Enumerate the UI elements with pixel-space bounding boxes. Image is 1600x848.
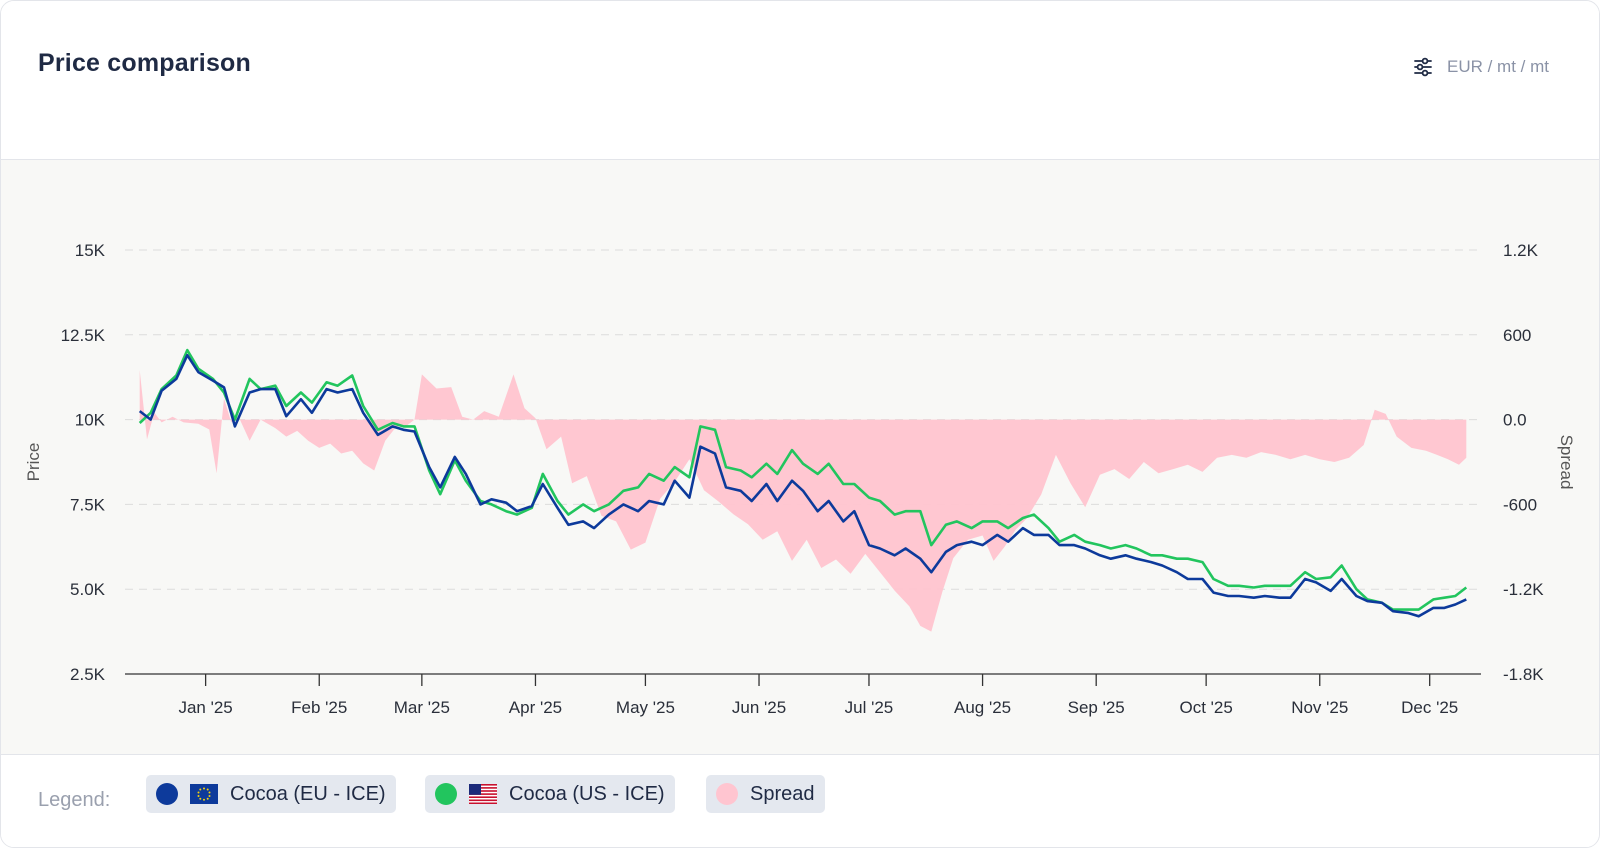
series-line-cocoa-eu — [138, 353, 1467, 618]
x-tick-label: Jun '25 — [732, 698, 786, 717]
x-tick-label: Nov '25 — [1291, 698, 1348, 717]
y-tick-label: 5.0K — [70, 580, 106, 599]
legend-item-spread[interactable]: Spread — [706, 775, 825, 813]
y2-tick-label: -1.8K — [1503, 665, 1544, 684]
unit-settings-button[interactable]: EUR / mt / mt — [1413, 53, 1549, 81]
legend-title: Legend: — [38, 789, 111, 811]
x-tick-label: Aug '25 — [954, 698, 1011, 717]
x-tick-label: Apr '25 — [509, 698, 562, 717]
legend-item-cocoa-eu[interactable]: Cocoa (EU - ICE) — [146, 775, 396, 813]
series-line-cocoa-us — [138, 348, 1468, 611]
y2-tick-label: 600 — [1503, 326, 1531, 345]
legend-swatch-spread — [716, 783, 738, 805]
plot-area: 2.5K -1.8K 5.0K -1.2K 7.5K -600 10K 0.0 12.5K 600… — [1, 160, 1599, 755]
y-tick-label: 2.5K — [70, 665, 106, 684]
legend-label-spread: Spread — [750, 782, 815, 805]
x-tick-label: Sep '25 — [1068, 698, 1125, 717]
y-tick-label: 15K — [75, 241, 106, 260]
y-axis-title: Price — [24, 443, 43, 482]
unit-label: EUR / mt / mt — [1447, 57, 1549, 76]
page-title: Price comparison — [38, 49, 252, 77]
legend-swatch-us — [435, 783, 457, 805]
y2-axis-title: Spread — [1557, 435, 1576, 490]
legend-item-cocoa-us[interactable]: Cocoa (US - ICE) — [425, 775, 675, 813]
spread-area — [139, 370, 1467, 632]
x-tick-label: Dec '25 — [1401, 698, 1458, 717]
y-tick-label: 12.5K — [61, 326, 106, 345]
eu-flag-icon — [190, 784, 218, 804]
y-tick-label: 7.5K — [70, 495, 106, 514]
x-tick-label: Mar '25 — [394, 698, 450, 717]
y2-tick-label: 0.0 — [1503, 411, 1527, 430]
y2-tick-label: 1.2K — [1503, 241, 1539, 260]
legend-label-us: Cocoa (US - ICE) — [509, 782, 665, 805]
card-header: Price comparison EUR / mt / mt — [1, 1, 1599, 160]
price-chart: 2.5K -1.8K 5.0K -1.2K 7.5K -600 10K 0.0 12.5K 600… — [24, 241, 1576, 717]
y2-tick-label: -1.2K — [1503, 580, 1544, 599]
y2-tick-label: -600 — [1503, 495, 1537, 514]
x-tick-label: Jul '25 — [845, 698, 894, 717]
x-tick-label: Oct '25 — [1179, 698, 1232, 717]
legend-swatch-eu — [156, 783, 178, 805]
legend-label-eu: Cocoa (EU - ICE) — [230, 782, 386, 805]
us-flag-icon — [469, 784, 497, 804]
x-tick-label: May '25 — [616, 698, 675, 717]
x-tick-label: Feb '25 — [291, 698, 347, 717]
y-tick-label: 10K — [75, 411, 106, 430]
legend: Legend: Cocoa (EU - ICE) — [1, 755, 1599, 847]
x-tick-label: Jan '25 — [178, 698, 232, 717]
sliders-icon — [1414, 57, 1432, 77]
